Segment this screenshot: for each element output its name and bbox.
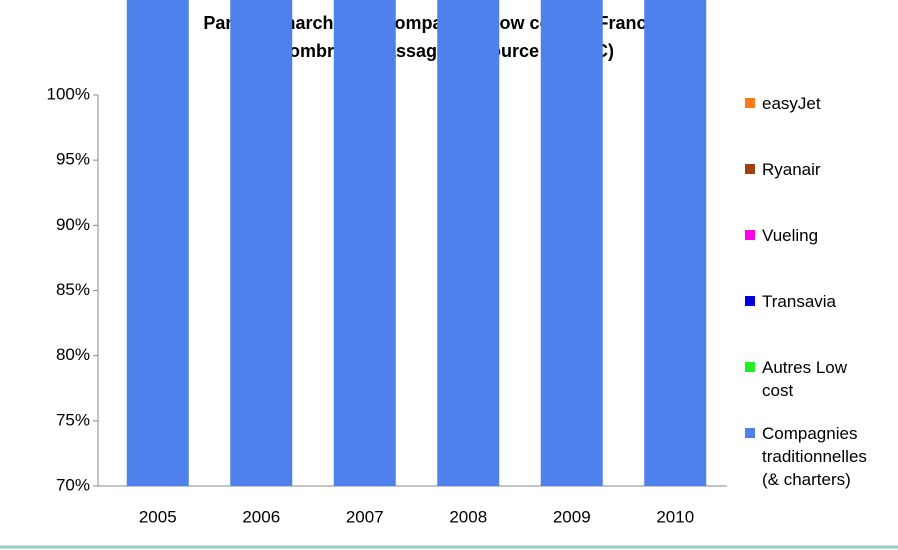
legend-swatch	[745, 296, 755, 306]
legend-swatch	[745, 230, 755, 240]
legend-label: Ryanair	[762, 160, 821, 179]
bar-segment	[540, 0, 603, 486]
x-tick-label: 2009	[553, 507, 591, 526]
y-tick-label: 75%	[56, 410, 90, 429]
bar-segment	[437, 0, 500, 487]
bar-segment	[126, 0, 189, 486]
bar-segment	[644, 0, 707, 486]
y-tick-label: 85%	[56, 280, 90, 299]
legend-swatch	[745, 362, 755, 372]
y-tick-label: 100%	[47, 84, 90, 103]
y-tick-label: 80%	[56, 345, 90, 364]
bar-segment	[230, 0, 293, 486]
y-tick-label: 95%	[56, 150, 90, 169]
x-tick-label: 2010	[656, 507, 694, 526]
legend-label: Vueling	[762, 226, 819, 245]
legend-swatch	[745, 164, 755, 174]
x-tick-label: 2006	[242, 507, 280, 526]
legend-label: Transavia	[762, 292, 837, 311]
y-tick-label: 90%	[56, 215, 90, 234]
legend-label: Autres Low cost	[762, 358, 848, 400]
legend-label: Compagnies traditionnelles (& charters)	[762, 424, 867, 489]
x-tick-label: 2007	[346, 507, 384, 526]
legend-label: easyJet	[762, 94, 821, 113]
x-tick-label: 2005	[139, 507, 177, 526]
bar-segment	[333, 0, 396, 486]
legend-swatch	[745, 428, 755, 438]
legend-swatch	[745, 98, 755, 108]
y-tick-label: 70%	[56, 475, 90, 494]
x-tick-label: 2008	[449, 507, 487, 526]
